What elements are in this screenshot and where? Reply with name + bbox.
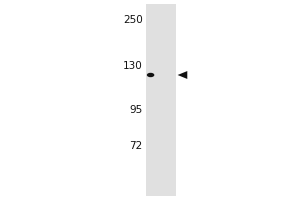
- Text: 250: 250: [123, 15, 142, 25]
- Ellipse shape: [147, 73, 154, 77]
- Text: 72: 72: [129, 141, 142, 151]
- Bar: [146, 4, 176, 196]
- Text: 95: 95: [129, 105, 142, 115]
- Polygon shape: [178, 71, 187, 79]
- Text: 130: 130: [123, 61, 142, 71]
